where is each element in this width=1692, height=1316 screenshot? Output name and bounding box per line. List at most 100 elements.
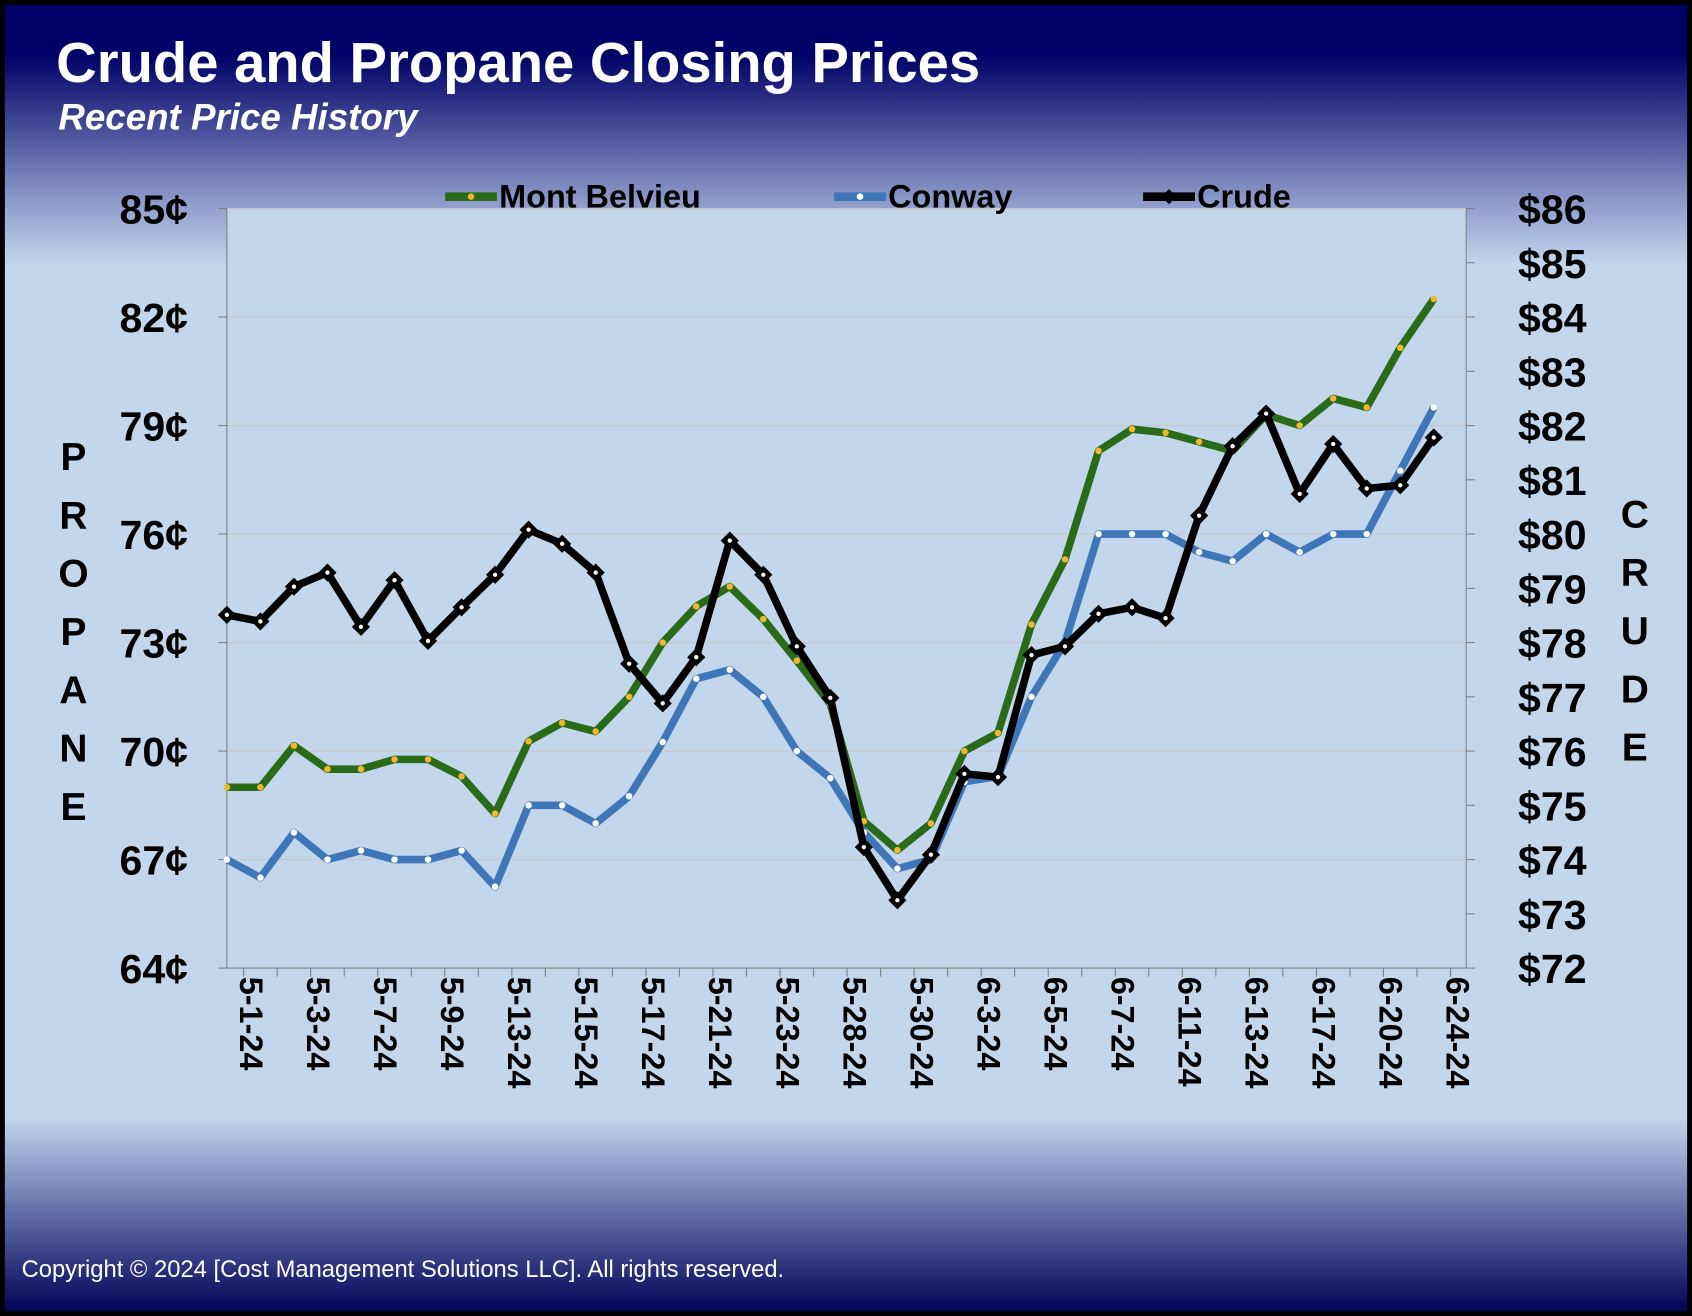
left-axis-title-letter: R [59, 494, 87, 537]
data-point-mont-belvieu [659, 639, 666, 646]
data-point-center [425, 638, 431, 644]
data-point-mont-belvieu [927, 820, 935, 827]
legend-item-conway: Conway [834, 178, 1012, 214]
x-tick-label: 5-9-24 [434, 977, 470, 1071]
data-point-center [861, 844, 867, 850]
data-point-center [694, 655, 699, 660]
x-tick-label: 6-11-24 [1172, 977, 1208, 1087]
data-point-center [761, 572, 766, 577]
left-axis-title-letter: P [61, 611, 87, 654]
data-point-mont-belvieu [1195, 438, 1203, 446]
x-tick-label: 6-3-24 [970, 977, 1006, 1071]
data-point-mont-belvieu [1329, 395, 1337, 402]
legend-label: Crude [1197, 178, 1291, 214]
data-point-center [559, 541, 565, 546]
data-point-conway [1028, 693, 1035, 701]
x-tick-label: 5-28-24 [836, 977, 872, 1089]
data-point-center [1431, 435, 1436, 440]
right-tick-label: $74 [1518, 838, 1587, 884]
data-point-conway [1430, 404, 1438, 411]
right-tick-label: $76 [1518, 729, 1587, 775]
axes: 85¢ 82¢ 79¢ 76¢ 73¢ 70¢ 67¢ 64¢ $86 $85 $84 $83 $82 $… [58, 187, 1649, 1089]
data-point-conway [458, 847, 465, 854]
data-point-conway [1363, 530, 1370, 538]
data-point-center [1062, 644, 1068, 649]
chart-title: Crude and Propane Closing Prices [56, 31, 980, 94]
data-point-center [325, 570, 330, 575]
legend-marker [467, 193, 475, 200]
data-point-conway [1296, 548, 1303, 556]
data-point-center [593, 570, 598, 575]
x-tick-label: 6-7-24 [1104, 977, 1140, 1071]
data-point-conway [1162, 530, 1169, 538]
data-point-conway [659, 738, 666, 746]
x-tick-label: 5-17-24 [635, 977, 671, 1089]
data-point-conway [1329, 530, 1337, 538]
right-tick-label: $73 [1518, 892, 1587, 938]
right-tick-label: $81 [1518, 458, 1587, 504]
legend: Mont Belvieu Conway Crude [445, 178, 1291, 214]
data-point-center [1331, 441, 1336, 447]
data-point-center [459, 605, 464, 610]
left-tick-label: 76¢ [119, 512, 188, 558]
data-point-mont-belvieu [223, 784, 231, 791]
data-point-mont-belvieu [1128, 425, 1136, 433]
x-tick-label: 5-23-24 [769, 977, 805, 1089]
data-point-mont-belvieu [760, 615, 767, 623]
data-point-mont-belvieu [1296, 422, 1303, 429]
data-point-center [627, 661, 632, 666]
left-tick-label: 67¢ [119, 838, 188, 884]
data-point-mont-belvieu [257, 784, 264, 791]
data-point-mont-belvieu [1028, 621, 1035, 628]
data-point-center [1364, 486, 1369, 491]
data-point-mont-belvieu [357, 765, 365, 773]
data-point-conway [1195, 548, 1203, 556]
legend-label: Conway [888, 178, 1012, 214]
right-tick-label: $80 [1518, 512, 1587, 558]
x-tick-label: 5-3-24 [300, 977, 336, 1071]
data-point-center [1196, 513, 1202, 518]
data-point-conway [424, 856, 432, 863]
x-tick-label: 6-24-24 [1440, 977, 1476, 1089]
data-point-conway [1397, 467, 1404, 475]
data-point-center [526, 527, 531, 532]
series-crude [217, 404, 1443, 910]
right-tick-label: $72 [1518, 946, 1587, 992]
data-point-center [895, 898, 900, 903]
left-axis-title-letter: N [59, 728, 87, 771]
left-axis-title-letter: O [58, 553, 88, 596]
data-point-center [928, 852, 934, 857]
legend-item-crude: Crude [1143, 178, 1291, 214]
data-point-center [1297, 491, 1302, 497]
data-point-center [727, 538, 732, 543]
x-tick-label: 6-20-24 [1373, 977, 1409, 1089]
right-tick-label: $75 [1518, 783, 1587, 829]
left-axis-title-letter: A [59, 669, 87, 712]
data-point-center [1398, 483, 1403, 488]
data-point-conway [257, 874, 264, 881]
data-point-conway [558, 802, 566, 809]
right-axis-title-letter: D [1621, 668, 1649, 711]
data-point-conway [827, 774, 834, 782]
left-tick-label: 82¢ [119, 295, 188, 341]
data-point-center [1263, 411, 1269, 416]
data-point-conway [760, 693, 767, 701]
data-point-mont-belvieu [324, 765, 331, 773]
data-point-conway [1095, 530, 1102, 538]
data-point-conway [223, 856, 231, 863]
left-tick-label: 73¢ [119, 621, 188, 667]
data-point-mont-belvieu [491, 810, 499, 817]
data-point-conway [1262, 530, 1270, 538]
data-point-center [660, 701, 665, 706]
data-point-mont-belvieu [1430, 295, 1438, 303]
right-tick-label: $82 [1518, 404, 1587, 450]
data-point-conway [324, 856, 331, 863]
data-point-mont-belvieu [1363, 404, 1370, 411]
data-point-mont-belvieu [592, 728, 599, 735]
data-point-mont-belvieu [1061, 556, 1069, 563]
x-tick-label: 6-13-24 [1239, 977, 1275, 1089]
x-tick-label: 5-1-24 [233, 977, 269, 1071]
data-point-conway [357, 847, 365, 854]
data-point-mont-belvieu [558, 719, 566, 727]
